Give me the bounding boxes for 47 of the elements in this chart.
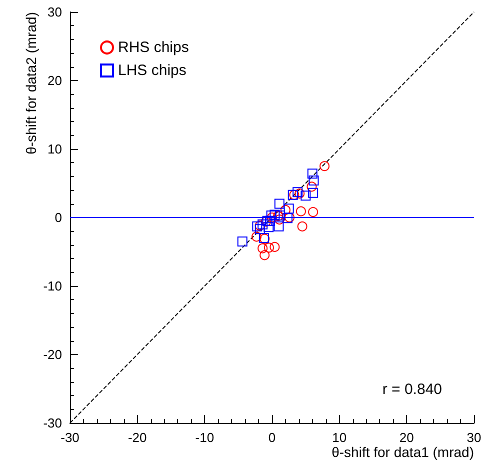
y-tick-label: -10: [43, 278, 62, 294]
x-axis-title: θ-shift for data1 (mrad): [332, 444, 474, 460]
point: [264, 216, 275, 226]
point: [266, 210, 276, 220]
y-axis-title: θ-shift for data2 (mrad): [23, 12, 39, 154]
y-tick-label: 0: [54, 210, 62, 225]
point: [320, 161, 330, 172]
point: [252, 232, 262, 242]
point: [274, 214, 284, 225]
point: [237, 236, 248, 246]
point: [308, 188, 318, 198]
y-tick-label: 20: [48, 73, 62, 88]
x-tick-label: -20: [128, 430, 147, 445]
point: [258, 243, 268, 254]
y-tick-label: -30: [43, 416, 62, 430]
point: [258, 219, 268, 230]
x-tick-label: 30: [466, 430, 482, 445]
x-tick-label: 0: [268, 430, 276, 445]
legend-label: RHS chips: [118, 39, 189, 56]
x-tick-label: 20: [399, 430, 414, 445]
point: [274, 198, 284, 209]
x-tick-label: -30: [60, 430, 80, 445]
point: [306, 182, 317, 192]
y-tick-label: 10: [48, 142, 62, 156]
y-tick-label: 30: [48, 4, 62, 20]
x-tick-label: -10: [195, 430, 214, 445]
point: [270, 210, 280, 220]
point: [308, 176, 319, 186]
point: [296, 206, 306, 216]
point: [252, 221, 262, 232]
point: [264, 222, 274, 232]
point: [282, 213, 292, 224]
point: [308, 207, 318, 218]
point: [260, 250, 270, 260]
point: [280, 204, 290, 215]
point: [264, 242, 274, 253]
legend-label: LHS chips: [118, 62, 186, 79]
point: [274, 221, 284, 232]
point: [254, 224, 265, 234]
y-tick-label: -20: [43, 347, 62, 362]
point: [284, 204, 294, 214]
x-tick-label: 10: [332, 430, 347, 445]
annotation: r = 0.840: [382, 381, 442, 398]
point: [270, 242, 280, 252]
point: [297, 221, 308, 232]
point: [307, 168, 318, 179]
point: [300, 190, 311, 201]
